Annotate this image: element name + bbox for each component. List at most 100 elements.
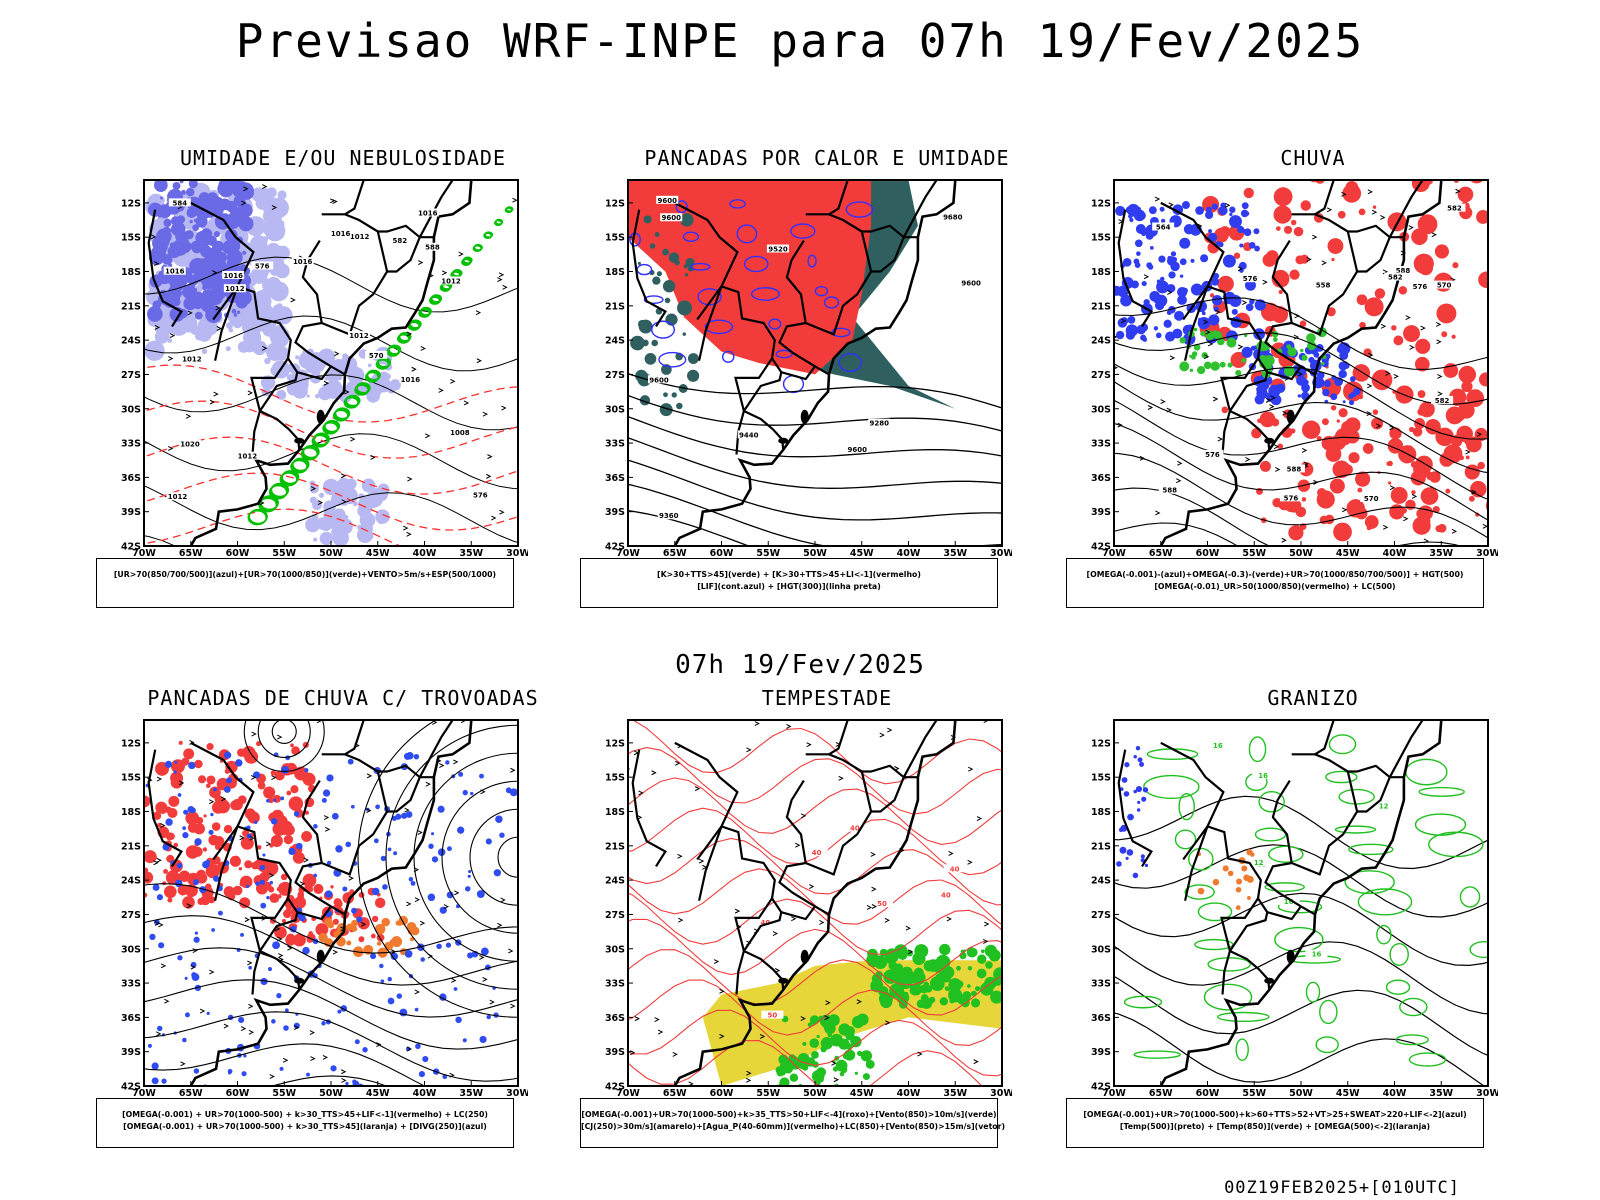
humidity-contour — [494, 218, 504, 225]
wind-arrow — [341, 1069, 347, 1075]
rain-blue-area — [1197, 316, 1211, 330]
contour-label-bg — [388, 236, 411, 245]
rain-red-area — [1293, 226, 1304, 237]
contour-line — [1114, 381, 1488, 474]
rain-red-area — [1411, 490, 1416, 495]
humidity-contour — [505, 206, 514, 213]
humidity-shade-light — [257, 225, 262, 230]
divergence-blue — [457, 826, 465, 834]
rain-red-area — [1461, 380, 1473, 393]
humidity-shade-light — [374, 388, 382, 396]
divergence-blue — [337, 1009, 342, 1014]
divergence-blue — [493, 869, 502, 877]
rain-red-area — [1271, 269, 1290, 288]
rain-green-area — [1213, 330, 1222, 340]
storm-orange-area — [381, 917, 390, 927]
humidity-shade-light — [352, 501, 358, 507]
lon-label: 40W — [413, 548, 437, 556]
spacer — [471, 176, 474, 178]
border-line — [301, 753, 389, 876]
wind-green-area — [939, 997, 949, 1006]
rain-green-area — [1179, 361, 1190, 372]
storm-red-area — [187, 822, 199, 833]
wind-arrow — [657, 1029, 664, 1035]
contour-label: 576 — [473, 491, 488, 499]
rain-blue-area — [1275, 383, 1286, 393]
wind-green-area — [926, 959, 940, 972]
rain-blue-area — [1179, 274, 1184, 278]
rain-red-area — [1344, 417, 1361, 433]
contour-label: 576 — [255, 262, 270, 270]
wind-arrow — [1207, 341, 1214, 347]
wind-arrow — [1166, 407, 1172, 413]
border-line — [1264, 861, 1316, 916]
lat-label: 15S — [121, 233, 141, 244]
storm-red-area — [268, 797, 274, 804]
divergence-blue — [380, 855, 387, 862]
wind-arrow — [745, 1077, 752, 1083]
wind-green-area — [985, 961, 993, 969]
divergence-blue — [370, 953, 377, 960]
contour-label-bg — [754, 918, 777, 927]
divergence-blue — [453, 987, 458, 991]
lat-label: 24S — [1091, 336, 1111, 347]
streamline — [257, 720, 311, 758]
humidity-shade-dark — [181, 290, 186, 296]
border-line — [1182, 285, 1209, 361]
rain-blue-area — [1174, 310, 1185, 321]
wind-arrow — [502, 284, 508, 290]
wind-green-area — [939, 943, 951, 956]
rain-blue-area — [1168, 271, 1176, 279]
rain-blue-area — [1211, 294, 1223, 306]
lon-label: 65W — [1149, 548, 1173, 556]
border-line — [1388, 720, 1424, 778]
wind-arrow — [259, 500, 265, 506]
border-line — [377, 764, 434, 779]
divergence-blue — [379, 963, 384, 969]
wind-green-area — [909, 983, 923, 996]
divergence-blue — [326, 774, 334, 782]
storm-red-area — [370, 933, 376, 939]
wind-arrow — [480, 789, 486, 795]
contour-label: 588 — [1396, 267, 1411, 275]
wind-arrow — [322, 1054, 329, 1060]
rain-red-area — [1357, 487, 1363, 493]
humidity-shade-dark — [191, 287, 198, 293]
wind-arrow — [216, 326, 222, 331]
wind-arrow — [499, 509, 505, 515]
humidity-shade-dark — [192, 224, 200, 232]
lagoon — [1286, 409, 1295, 424]
wind-green-area — [971, 998, 981, 1008]
contour-label-bg — [166, 492, 189, 501]
divergence-blue — [298, 914, 306, 922]
wind-green-area — [996, 969, 1002, 976]
contour-label: 1016 — [401, 376, 421, 384]
rain-red-area — [1417, 214, 1438, 235]
legend-line: [OMEGA(-0.001)-(azul)+OMEGA(-0.3)-(verde… — [1086, 570, 1464, 579]
divergence-blue — [174, 760, 178, 764]
temp850-contour — [1428, 831, 1484, 858]
contour-line — [628, 372, 1002, 409]
rain-red-area — [1412, 427, 1423, 437]
wind-green-area — [781, 1015, 789, 1023]
temp850-contour — [1328, 734, 1357, 755]
hail-blue — [1140, 858, 1145, 863]
instability-green-area — [644, 353, 657, 365]
wind-arrow — [917, 1051, 923, 1057]
wind-green-area — [858, 1016, 863, 1021]
rain-green-area — [1189, 354, 1193, 358]
divergence-blue — [468, 869, 472, 874]
humidity-contour — [345, 394, 361, 407]
wind-arrow — [271, 775, 277, 780]
border-line — [871, 776, 905, 813]
rain-blue-area — [1156, 280, 1170, 294]
lat-label: 33S — [605, 439, 625, 450]
hail-blue — [1127, 813, 1134, 821]
contour-line — [628, 892, 1002, 956]
divergence-blue — [238, 1016, 245, 1024]
contour-label-bg — [1433, 280, 1456, 289]
divergence-blue — [210, 812, 214, 817]
storm-red-area — [198, 775, 207, 784]
contour-label-bg — [178, 439, 201, 448]
